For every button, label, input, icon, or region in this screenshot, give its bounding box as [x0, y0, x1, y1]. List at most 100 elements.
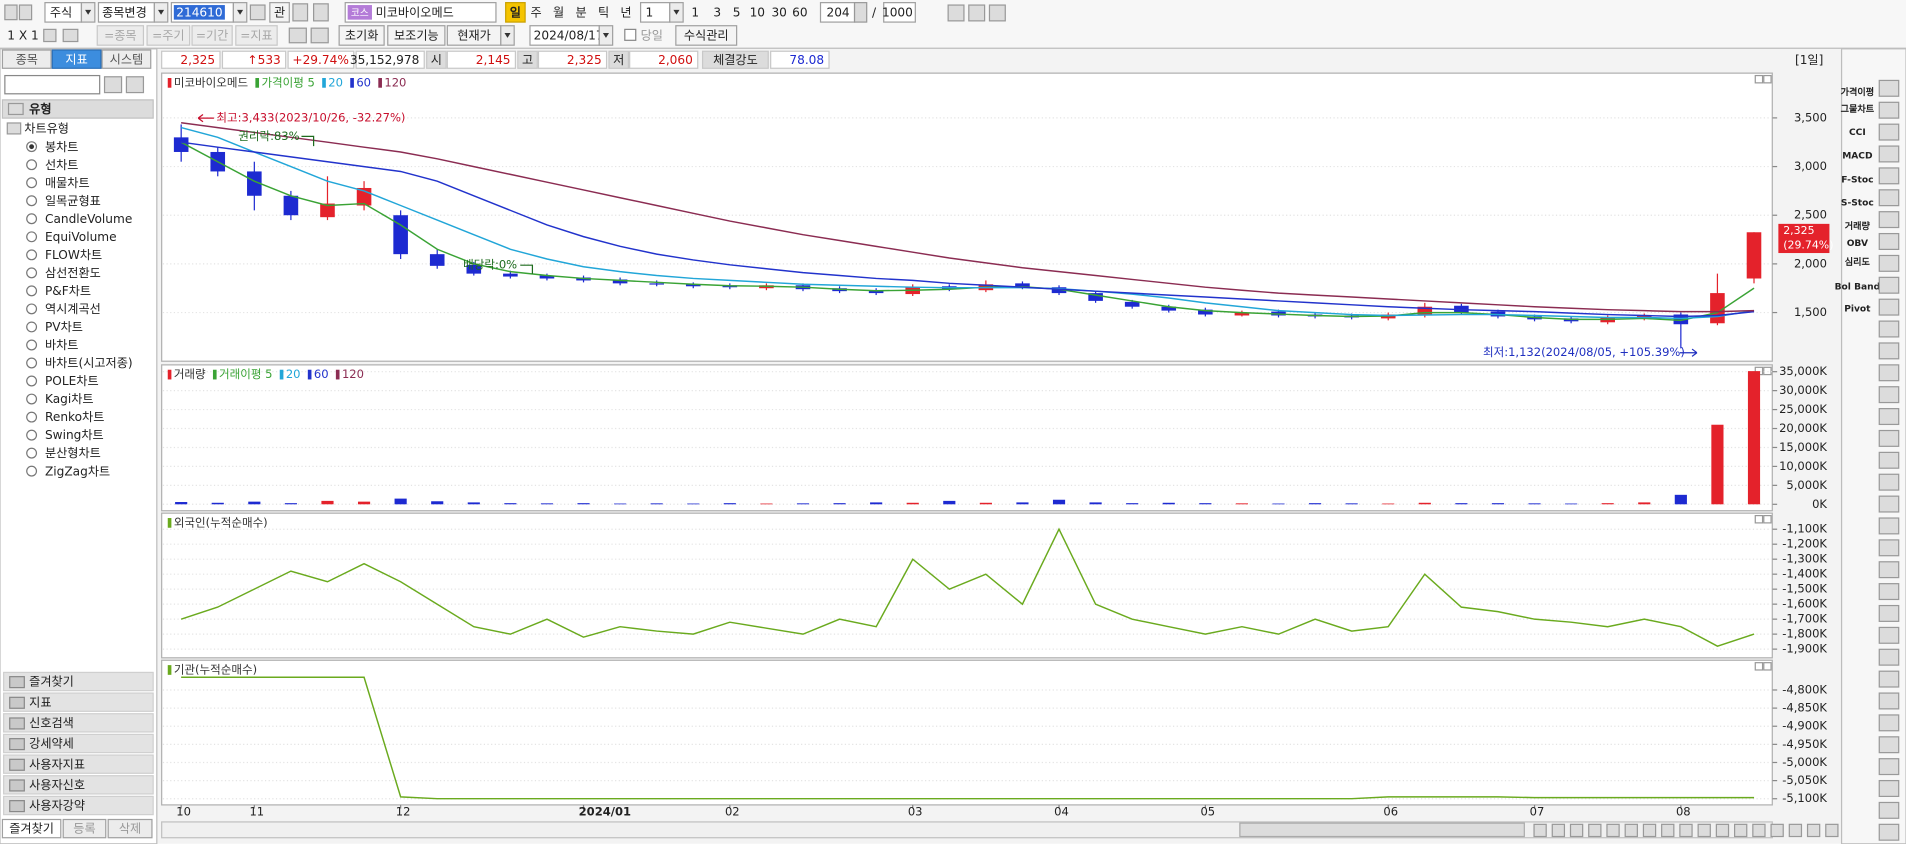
folder-row[interactable]	[3, 733, 154, 754]
icon-button[interactable]	[7, 102, 24, 116]
chart-type-option[interactable]: 삼선전환도	[45, 266, 101, 280]
radio-button[interactable]	[26, 303, 38, 315]
icon-button[interactable]	[249, 4, 266, 21]
radio-button[interactable]	[26, 339, 38, 351]
icon-button[interactable]	[1878, 714, 1900, 732]
chart-type-option[interactable]: 바차트	[45, 338, 79, 352]
button-label[interactable]: =지표	[240, 29, 273, 43]
icon-button[interactable]	[1878, 342, 1900, 360]
button-label[interactable]: =종목	[104, 29, 137, 43]
chart-type-option[interactable]: 봉차트	[45, 140, 79, 154]
chart-type-option[interactable]: 일목균형표	[45, 194, 101, 208]
icon-button[interactable]	[1606, 823, 1620, 838]
icon-button[interactable]	[988, 4, 1006, 22]
indicator-button[interactable]: 가격이평	[1841, 86, 1875, 98]
indicator-button[interactable]: 그물차트	[1841, 103, 1875, 115]
icon-button[interactable]	[1878, 429, 1900, 447]
button-label[interactable]: 수식관리	[684, 29, 729, 43]
bottom-tab[interactable]: 즐겨찾기	[9, 822, 54, 836]
period-button[interactable]: 년	[620, 5, 631, 19]
folder-row[interactable]	[3, 692, 154, 712]
icon-button[interactable]	[1878, 167, 1900, 185]
icon-button[interactable]	[292, 3, 309, 22]
icon-button[interactable]	[1878, 604, 1900, 622]
icon-button[interactable]	[1878, 189, 1900, 207]
scrollbar-thumb[interactable]	[1239, 822, 1525, 838]
button[interactable]	[338, 25, 385, 46]
chart-type-option[interactable]: 선차트	[45, 158, 79, 172]
button[interactable]	[101, 49, 152, 69]
icon-button[interactable]	[1878, 692, 1900, 710]
indicator-button[interactable]: Pivot	[1844, 304, 1871, 314]
panel-button[interactable]	[1754, 662, 1764, 671]
icon-button[interactable]	[18, 4, 33, 21]
folder-label[interactable]: 사용자신호	[29, 778, 85, 792]
icon-button[interactable]	[1825, 823, 1839, 838]
minute-button[interactable]: 3	[713, 5, 721, 19]
icon-button[interactable]	[1878, 517, 1900, 535]
indicator-button[interactable]: 거래량	[1845, 220, 1871, 232]
indicator-button[interactable]: S-Stoc	[1841, 199, 1874, 209]
icon-button[interactable]	[1752, 823, 1766, 838]
icon-button[interactable]	[1715, 823, 1730, 838]
icon-button[interactable]	[288, 27, 307, 44]
icon-button[interactable]	[1878, 758, 1900, 776]
icon-button[interactable]	[1533, 823, 1547, 838]
bottom-tab[interactable]: 삭제	[119, 822, 141, 836]
radio-button[interactable]	[26, 375, 38, 387]
folder-row[interactable]	[3, 795, 154, 816]
icon-button[interactable]	[1878, 364, 1900, 382]
minute-button[interactable]: 10	[750, 5, 765, 19]
indicator-button[interactable]: OBV	[1847, 239, 1868, 249]
total-input[interactable]	[883, 2, 916, 23]
icon-button[interactable]	[125, 76, 145, 94]
icon-button[interactable]	[1878, 298, 1900, 316]
icon-button[interactable]	[1878, 408, 1900, 426]
icon-button[interactable]	[4, 4, 18, 21]
icon-button[interactable]	[1624, 823, 1638, 838]
icon-button[interactable]	[1679, 823, 1693, 838]
chart-type-option[interactable]: Renko차트	[45, 410, 104, 424]
icon-button[interactable]	[43, 28, 57, 43]
icon-button[interactable]	[968, 4, 986, 22]
period-button[interactable]: 분	[575, 5, 586, 19]
icon-button[interactable]	[1878, 232, 1900, 250]
icon-button[interactable]	[62, 28, 79, 43]
button-label[interactable]: 관	[274, 5, 285, 19]
chart-type-option[interactable]: 매물차트	[45, 176, 90, 190]
folder-label[interactable]: 지표	[29, 695, 51, 709]
icon-button[interactable]	[1733, 823, 1748, 838]
button-label[interactable]: 초기화	[345, 29, 379, 43]
tab[interactable]: 지표	[65, 52, 87, 66]
panel-button[interactable]	[1754, 74, 1764, 84]
chart-type-option[interactable]: ZigZag차트	[45, 464, 110, 478]
icon-button[interactable]	[1697, 823, 1711, 838]
icon-button[interactable]	[1806, 823, 1821, 838]
radio-button[interactable]	[26, 195, 38, 207]
folder-label[interactable]: 사용자지표	[29, 757, 85, 771]
panel-button[interactable]	[1754, 514, 1764, 524]
icon-button[interactable]	[1878, 583, 1900, 601]
button[interactable]	[191, 25, 233, 46]
folder-label[interactable]: 즐겨찾기	[29, 675, 74, 689]
icon-button[interactable]	[1878, 779, 1900, 798]
chart-type-option[interactable]: CandleVolume	[45, 212, 132, 226]
icon-button[interactable]	[1878, 626, 1900, 644]
radio-button[interactable]	[26, 447, 38, 459]
icon-button[interactable]	[1878, 320, 1900, 338]
checkbox[interactable]	[624, 28, 637, 41]
panel-button[interactable]	[1763, 366, 1772, 376]
icon-button[interactable]	[1878, 123, 1900, 141]
icon-button[interactable]	[1878, 386, 1900, 404]
icon-button[interactable]	[313, 3, 329, 22]
folder-row[interactable]	[3, 775, 154, 795]
folder-label[interactable]: 강세약세	[29, 736, 74, 751]
chart-type-option[interactable]: POLE차트	[45, 374, 99, 388]
button[interactable]	[675, 25, 738, 46]
button[interactable]	[505, 2, 526, 23]
icon-button[interactable]	[1878, 801, 1900, 819]
name-input[interactable]	[344, 2, 497, 23]
button[interactable]	[269, 2, 290, 23]
button[interactable]	[96, 25, 145, 46]
icon-button[interactable]	[310, 27, 329, 44]
